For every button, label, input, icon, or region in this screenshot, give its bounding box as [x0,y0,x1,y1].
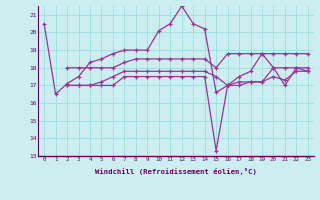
X-axis label: Windchill (Refroidissement éolien,°C): Windchill (Refroidissement éolien,°C) [95,168,257,175]
